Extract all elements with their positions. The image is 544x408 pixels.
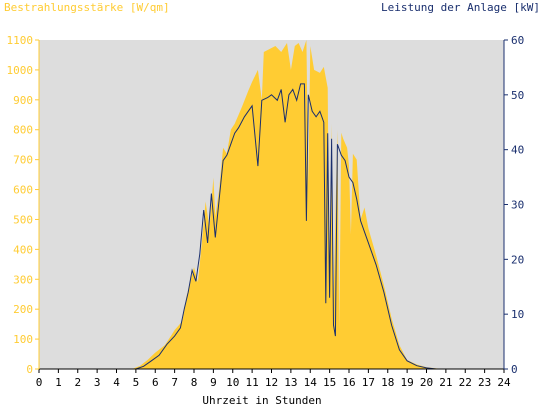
left-tick-label: 500	[13, 213, 33, 226]
axis-layer: 0 1 2 3 4 5 6 7 8 9 10 11 12 13 14 15 16 17 18 19 20 21 22 23 24…	[7, 34, 525, 389]
x-tick-label: 23	[478, 376, 491, 389]
series-layer	[39, 40, 504, 370]
left-tick-label: 300	[13, 273, 33, 286]
x-tick-label: 17	[362, 376, 375, 389]
left-tick-label: 1100	[7, 34, 34, 47]
x-tick-label: 0	[36, 376, 43, 389]
right-tick-label: 10	[511, 308, 524, 321]
x-tick-label: 14	[304, 376, 318, 389]
x-tick-label: 1	[55, 376, 62, 389]
left-tick-label: 900	[13, 94, 33, 107]
right-tick-label: 60	[511, 34, 524, 47]
x-tick-label: 15	[323, 376, 336, 389]
x-tick-label: 6	[152, 376, 159, 389]
right-axis-title: Leistung der Anlage [kW]	[381, 1, 540, 14]
x-tick-label: 13	[284, 376, 297, 389]
right-tick-label: 50	[511, 89, 524, 102]
x-tick-label: 16	[342, 376, 355, 389]
right-tick-label: 40	[511, 144, 524, 157]
right-tick-label: 20	[511, 253, 524, 266]
left-tick-label: 0	[26, 363, 33, 376]
x-tick-label: 18	[381, 376, 394, 389]
left-tick-label: 800	[13, 124, 33, 137]
x-tick-label: 12	[265, 376, 278, 389]
x-tick-label: 4	[113, 376, 120, 389]
x-tick-label: 21	[439, 376, 452, 389]
x-tick-label: 19	[401, 376, 414, 389]
power-line	[39, 83, 504, 370]
left-tick-label: 400	[13, 243, 33, 256]
x-tick-label: 8	[191, 376, 198, 389]
right-tick-label: 30	[511, 199, 524, 212]
x-tick-label: 9	[210, 376, 217, 389]
x-tick-label: 20	[420, 376, 433, 389]
left-tick-label: 700	[13, 154, 33, 167]
x-tick-label: 10	[226, 376, 239, 389]
x-tick-label: 24	[497, 376, 511, 389]
x-tick-label: 3	[94, 376, 101, 389]
left-tick-label: 100	[13, 333, 33, 346]
left-tick-label: 1000	[7, 64, 34, 77]
x-axis-label: Uhrzeit in Stunden	[202, 394, 321, 407]
left-tick-label: 600	[13, 184, 33, 197]
right-tick-label: 0	[511, 363, 518, 376]
x-tick-label: 7	[171, 376, 178, 389]
irradiance-area	[39, 40, 504, 369]
x-tick-label: 2	[74, 376, 81, 389]
x-tick-label: 11	[246, 376, 259, 389]
x-tick-label: 5	[133, 376, 140, 389]
left-tick-label: 200	[13, 303, 33, 316]
left-axis-title: Bestrahlungsstärke [W/qm]	[4, 1, 170, 14]
x-tick-label: 22	[459, 376, 472, 389]
